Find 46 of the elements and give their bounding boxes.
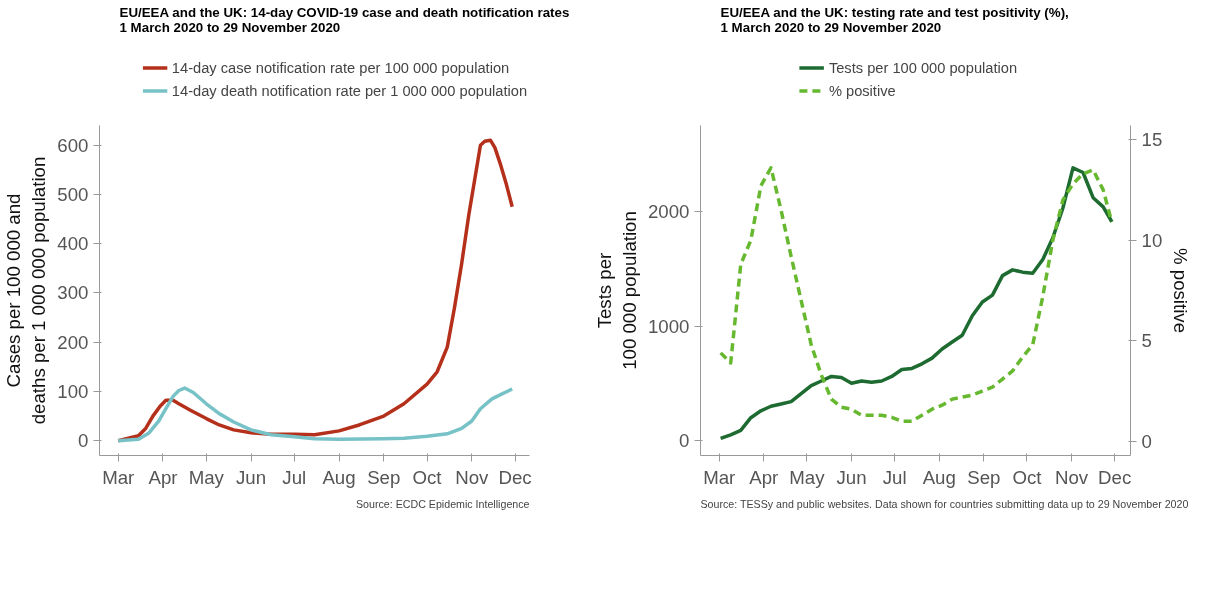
y-tick-label: 400 [57,233,89,255]
x-tick-label: Nov [1054,466,1089,488]
x-tick-label: May [789,466,826,488]
x-tick-label: Jul [882,466,907,488]
legend-label: 14-day death notification rate per 1 000 000 population [171,82,528,98]
y-tick-label: 300 [57,282,89,304]
source-note: Source: ECDC Epidemic Intelligence [355,497,530,510]
legend-label: % positive [828,82,896,98]
x-tick-label: Dec [498,466,532,488]
y2-tick-label: 0 [1141,430,1152,452]
x-tick-label: Jun [836,466,867,488]
legend-label: 14-day case notification rate per 100 000 population [171,59,510,75]
line-series [116,386,514,443]
x-tick-label: Dec [1098,466,1132,488]
chart-title: EU/EEA and the UK: 14-day COVID-19 case and death notification rates 1 March 2020 to 29 November 2020 [119,5,570,35]
x-tick-label: Apr [749,466,779,488]
x-tick-label: May [188,466,225,488]
x-tick-label: Oct [1012,466,1043,488]
x-tick-label: Mar [102,466,135,488]
x-tick-label: Jul [282,466,307,488]
y2-tick-label: 5 [1141,330,1152,352]
legend-label: Tests per 100 000 population [828,59,1018,75]
y-tick-label: 600 [57,134,89,156]
x-tick-label: Sep [967,466,1001,488]
y-tick-label: 2000 [648,200,690,222]
y2-axis-title: % positive [1170,247,1192,334]
y-tick-label: 1000 [648,315,690,337]
x-tick-label: Nov [455,466,490,488]
y-tick-label: 500 [57,183,89,205]
source-note: Source: TESSy and public websites. Data shown for countries submitting data up to 29 November 2020 [700,497,1189,510]
x-tick-label: Aug [322,466,356,488]
y-tick-label: 200 [57,331,89,353]
x-tick-label: Apr [148,466,178,488]
y2-tick-label: 15 [1141,129,1163,151]
y-tick-label: 0 [78,430,89,452]
y2-tick-label: 10 [1141,229,1163,251]
y-axis-title: Tests per 100 000 population [593,211,640,370]
y-tick-label: 100 [57,380,89,402]
y-tick-label: 0 [679,430,690,452]
x-tick-label: Sep [367,466,401,488]
x-tick-label: Aug [922,466,956,488]
x-tick-label: Jun [235,466,267,488]
chart-title: EU/EEA and the UK: testing rate and test positivity (%), 1 March 2020 to 29 November 2020 [720,5,1069,35]
x-tick-label: Oct [412,466,443,488]
y-axis-title: Cases per 100 000 and deaths per 1 000 000 population [3,156,50,425]
x-tick-label: Mar [703,466,736,488]
